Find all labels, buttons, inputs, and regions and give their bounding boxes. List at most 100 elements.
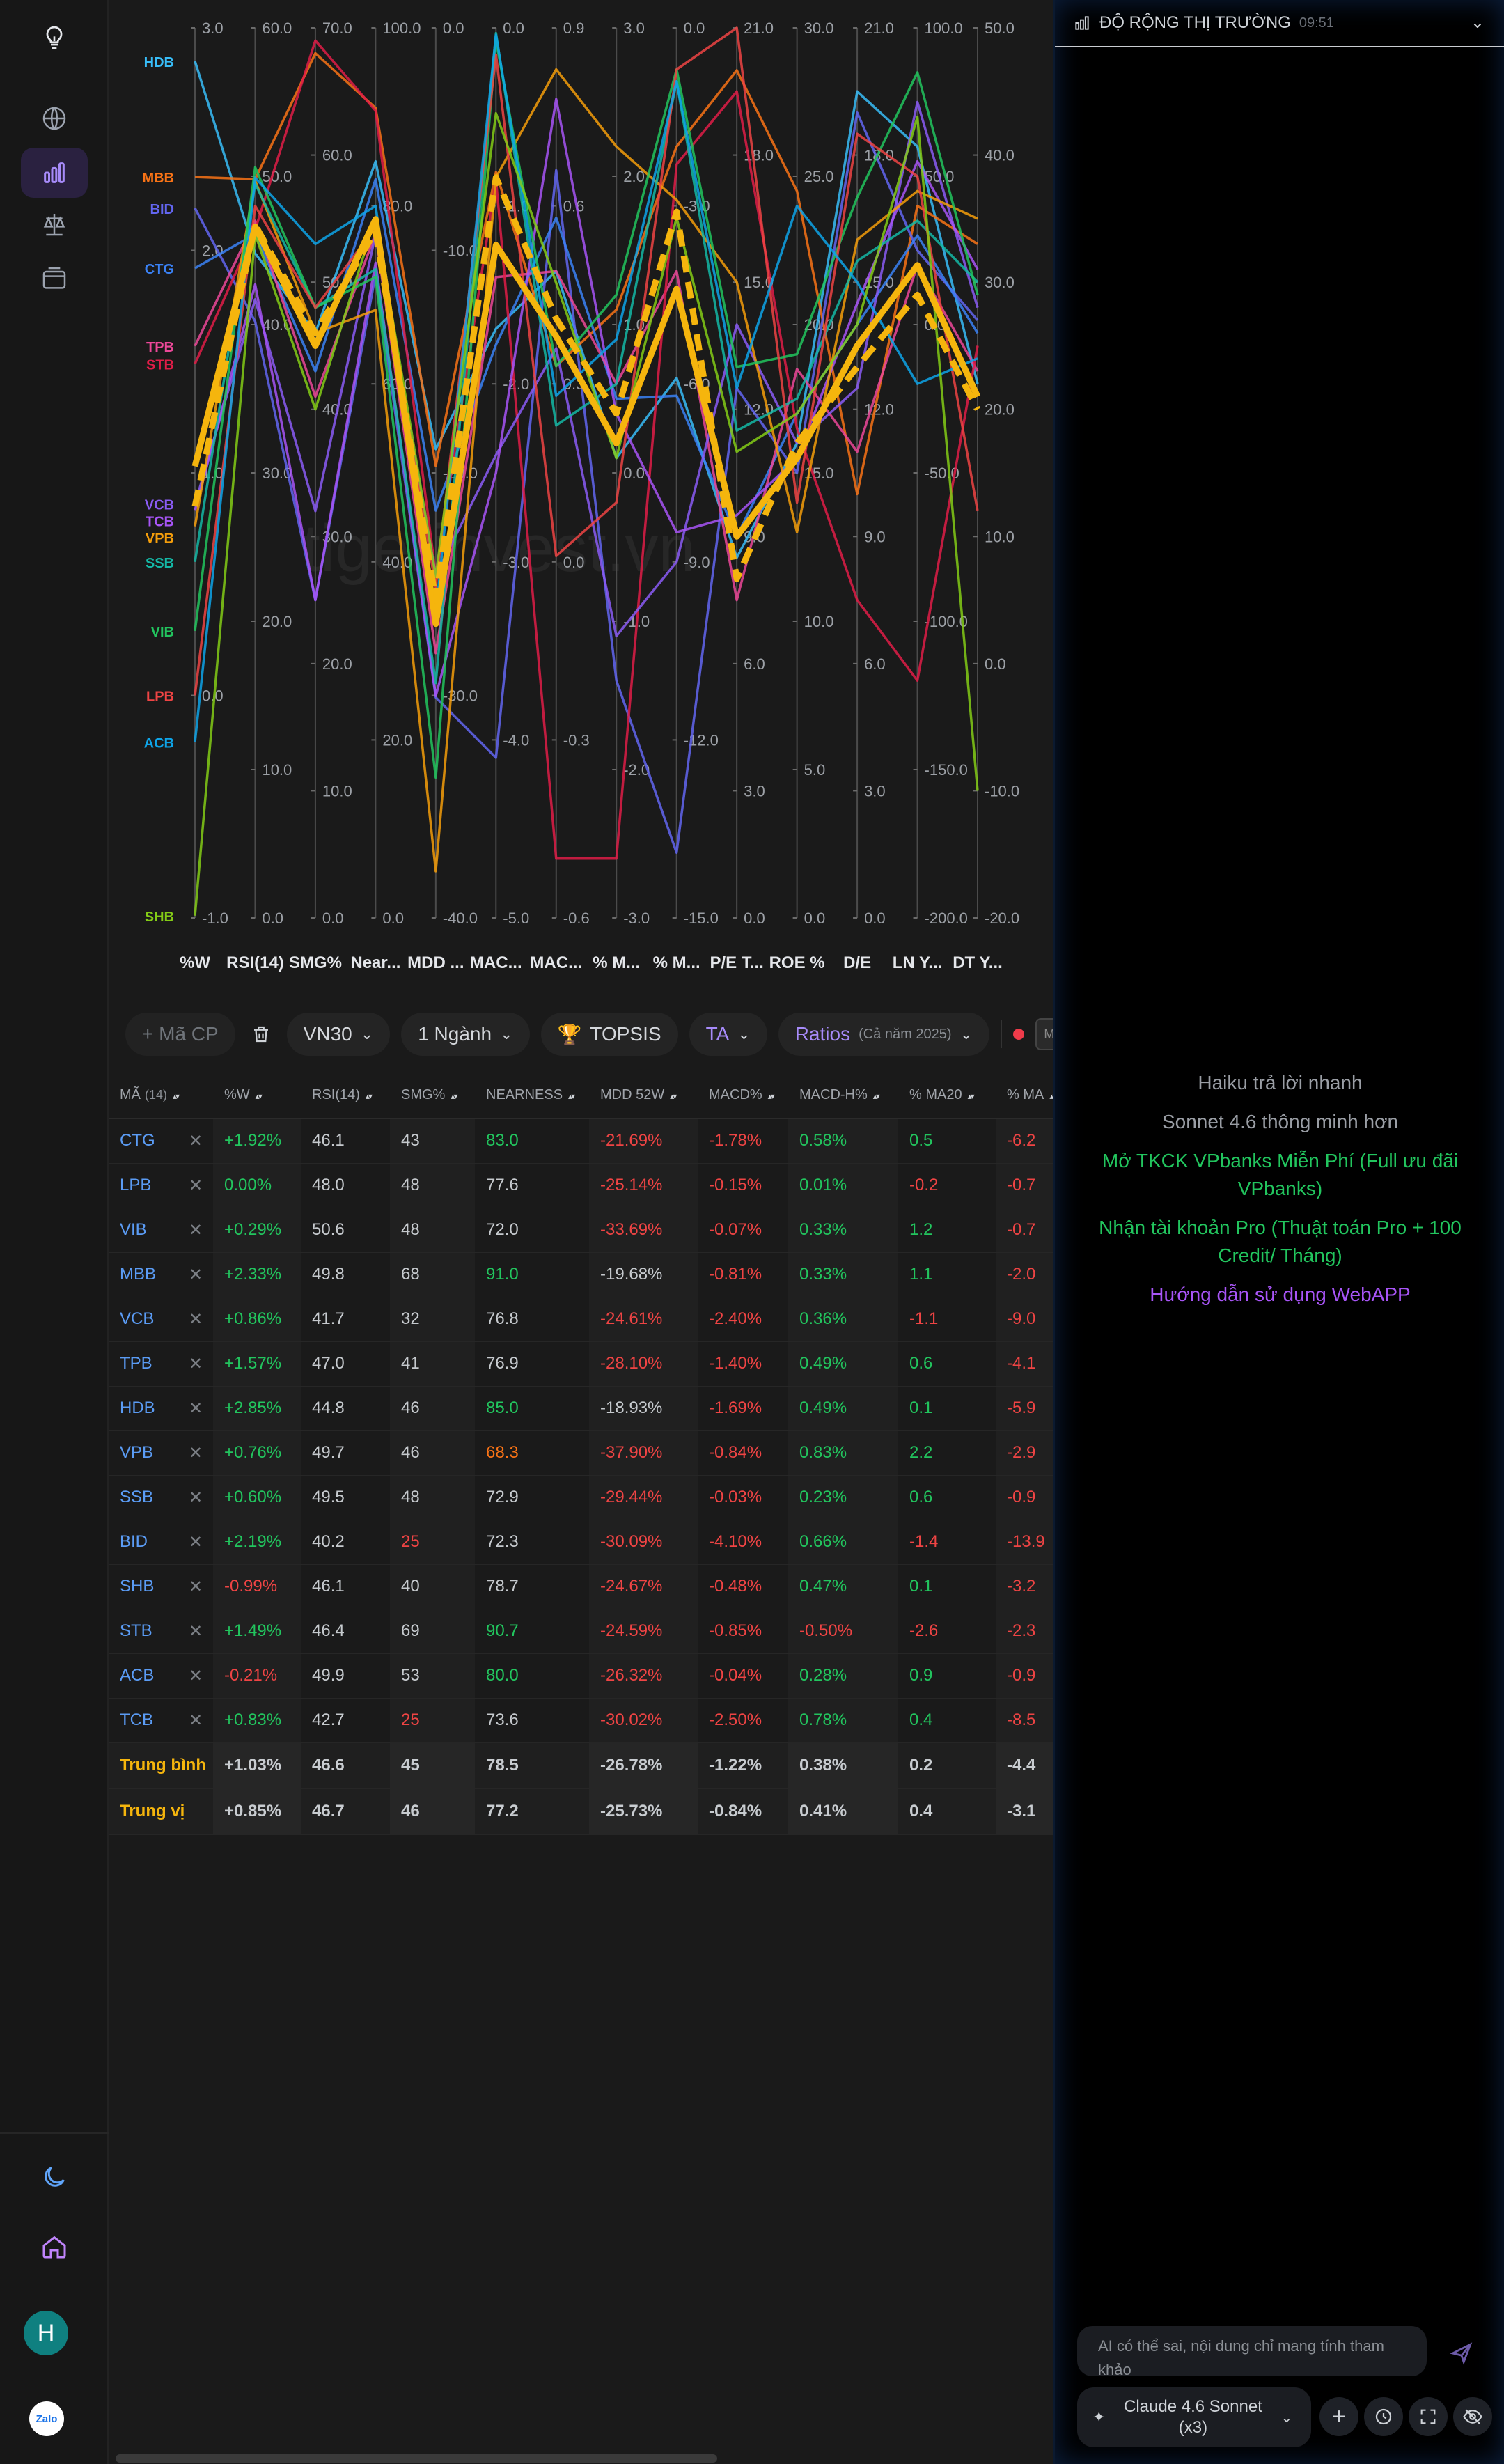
sort-icon[interactable]: ▴▾ xyxy=(1049,1091,1053,1101)
column-header[interactable]: MACD% ▴▾ xyxy=(698,1073,788,1119)
add-stock-input[interactable]: + Mã CP xyxy=(125,1013,235,1056)
stock-code[interactable]: TPB xyxy=(109,1341,178,1387)
remove-icon[interactable]: ✕ xyxy=(178,1653,213,1699)
stock-code[interactable]: VIB xyxy=(109,1208,178,1253)
remove-icon[interactable]: ✕ xyxy=(178,1698,213,1743)
sort-icon[interactable]: ▴▾ xyxy=(967,1091,975,1101)
send-icon[interactable] xyxy=(1445,2337,1478,2370)
index-select[interactable]: VN30 ⌄ xyxy=(286,1013,391,1056)
sort-icon[interactable]: ▴▾ xyxy=(568,1091,575,1101)
table-row[interactable]: ACB ✕ -0.21% 49.9 53 80.0 -26.32% -0.04% 0.28% 0.… xyxy=(109,1653,1053,1699)
table-row[interactable]: VPB ✕ +0.76% 49.7 46 68.3 -37.90% -0.84% 0.83% 2.… xyxy=(109,1430,1053,1476)
table-row[interactable]: LPB ✕ 0.00% 48.0 48 77.6 -25.14% -0.15% 0.01% -0.… xyxy=(109,1163,1053,1208)
table-row[interactable]: VCB ✕ +0.86% 41.7 32 76.8 -24.61% -2.40% 0.36% -1… xyxy=(109,1297,1053,1342)
stock-code[interactable]: HDB xyxy=(109,1386,178,1431)
stock-code[interactable]: TCB xyxy=(109,1698,178,1743)
wallet-icon[interactable] xyxy=(21,254,88,304)
column-header-label: MACD% xyxy=(709,1087,762,1102)
bar-chart-icon[interactable] xyxy=(21,148,88,198)
stock-code[interactable]: VCB xyxy=(109,1297,178,1342)
remove-icon[interactable]: ✕ xyxy=(178,1163,213,1208)
remove-icon[interactable]: ✕ xyxy=(178,1297,213,1342)
table-row[interactable]: CTG ✕ +1.92% 46.1 43 83.0 -21.69% -1.78% 0.58% 0.… xyxy=(109,1118,1053,1164)
sort-icon[interactable]: ▴▾ xyxy=(173,1091,180,1101)
stock-code[interactable]: VPB xyxy=(109,1430,178,1476)
stock-code[interactable]: ACB xyxy=(109,1653,178,1699)
column-header[interactable]: RSI(14) ▴▾ xyxy=(301,1073,390,1119)
table-row[interactable]: STB ✕ +1.49% 46.4 69 90.7 -24.59% -0.85% -0.50% -… xyxy=(109,1609,1053,1654)
ta-select[interactable]: TA ⌄ xyxy=(689,1013,767,1056)
stock-code[interactable]: STB xyxy=(109,1609,178,1654)
column-header[interactable]: % MA ▴▾ xyxy=(996,1073,1053,1119)
trash-icon[interactable] xyxy=(246,1020,276,1049)
column-header[interactable]: %W ▴▾ xyxy=(213,1073,301,1119)
table-row[interactable]: MBB ✕ +2.33% 49.8 68 91.0 -19.68% -0.81% 0.33% 1.… xyxy=(109,1252,1053,1297)
column-header[interactable]: % MA20 ▴▾ xyxy=(898,1073,996,1119)
column-header[interactable]: NEARNESS ▴▾ xyxy=(475,1073,589,1119)
table-row[interactable]: TPB ✕ +1.57% 47.0 41 76.9 -28.10% -1.40% 0.49% 0.… xyxy=(109,1341,1053,1387)
sort-icon[interactable]: ▴▾ xyxy=(451,1091,457,1101)
remove-icon[interactable]: ✕ xyxy=(178,1430,213,1476)
column-header[interactable]: MÃ (14) ▴▾ xyxy=(109,1073,180,1119)
plus-icon[interactable]: + xyxy=(1319,2397,1358,2436)
suggestion-item[interactable]: Hướng dẫn sử dụng WebAPP xyxy=(1150,1284,1411,1305)
lightbulb-icon[interactable] xyxy=(21,13,88,63)
expand-icon[interactable] xyxy=(1409,2397,1448,2436)
table-row[interactable]: HDB ✕ +2.85% 44.8 46 85.0 -18.93% -1.69% 0.49% 0.… xyxy=(109,1386,1053,1431)
chat-input[interactable]: AI có thể sai, nội dung chỉ mang tính th… xyxy=(1077,2326,1427,2376)
stock-code[interactable]: MBB xyxy=(109,1252,178,1297)
remove-icon[interactable]: ✕ xyxy=(178,1609,213,1654)
stock-code[interactable]: LPB xyxy=(109,1163,178,1208)
stock-code[interactable]: BID xyxy=(109,1520,178,1565)
avatar[interactable]: H xyxy=(24,2311,68,2355)
sort-icon[interactable]: ▴▾ xyxy=(872,1091,880,1101)
more-button[interactable]: M xyxy=(1035,1018,1053,1050)
sort-icon[interactable]: ▴▾ xyxy=(255,1091,263,1101)
table-row[interactable]: SSB ✕ +0.60% 49.5 48 72.9 -29.44% -0.03% 0.23% 0.… xyxy=(109,1475,1053,1520)
scrollbar-thumb[interactable] xyxy=(116,2454,717,2463)
zalo-icon[interactable]: Zalo xyxy=(29,2401,64,2436)
moon-icon[interactable] xyxy=(21,2152,88,2202)
suggestion-item[interactable]: Sonnet 4.6 thông minh hơn xyxy=(1161,1111,1399,1132)
table-row[interactable]: TCB ✕ +0.83% 42.7 25 73.6 -30.02% -2.50% 0.78% 0.… xyxy=(109,1698,1053,1743)
suggestion-item[interactable]: Mở TKCK VPbanks Miễn Phí (Full ưu đãi VP… xyxy=(1102,1150,1459,1199)
model-select[interactable]: ✦ Claude 4.6 Sonnet (x3) ⌄ xyxy=(1077,2387,1311,2447)
suggestion-item[interactable]: Haiku trả lời nhanh xyxy=(1198,1072,1363,1093)
globe-icon[interactable] xyxy=(21,93,88,143)
table-row[interactable]: BID ✕ +2.19% 40.2 25 72.3 -30.09% -4.10% 0.66% -1… xyxy=(109,1520,1053,1565)
topsis-button[interactable]: 🏆 TOPSIS xyxy=(540,1013,678,1056)
tick-label: 0.0 xyxy=(744,910,765,927)
horizontal-scrollbar[interactable] xyxy=(109,2451,1053,2464)
scale-icon[interactable] xyxy=(21,199,88,249)
home-icon[interactable] xyxy=(21,2222,88,2272)
remove-icon[interactable]: ✕ xyxy=(178,1118,213,1164)
hide-icon[interactable] xyxy=(1453,2397,1492,2436)
remove-icon[interactable]: ✕ xyxy=(178,1564,213,1609)
history-icon[interactable] xyxy=(1364,2397,1403,2436)
table-row[interactable]: SHB ✕ -0.99% 46.1 40 78.7 -24.67% -0.48% 0.47% 0.… xyxy=(109,1564,1053,1609)
remove-icon[interactable]: ✕ xyxy=(178,1208,213,1253)
column-header[interactable]: SMG% ▴▾ xyxy=(390,1073,475,1119)
series-label: HDB xyxy=(144,55,174,70)
table-row[interactable]: VIB ✕ +0.29% 50.6 48 72.0 -33.69% -0.07% 0.33% 1.… xyxy=(109,1208,1053,1253)
stock-code[interactable]: SSB xyxy=(109,1475,178,1520)
sector-select[interactable]: 1 Ngành ⌄ xyxy=(401,1013,530,1056)
sort-icon[interactable]: ▴▾ xyxy=(365,1091,373,1101)
chevron-down-icon[interactable]: ⌄ xyxy=(1470,13,1485,32)
stock-code[interactable]: CTG xyxy=(109,1118,178,1164)
sort-icon[interactable]: ▴▾ xyxy=(670,1091,677,1101)
remove-icon[interactable]: ✕ xyxy=(178,1341,213,1387)
remove-icon[interactable]: ✕ xyxy=(178,1386,213,1431)
remove-icon[interactable]: ✕ xyxy=(178,1252,213,1297)
ratios-select[interactable]: Ratios (Cả năm 2025) ⌄ xyxy=(778,1013,989,1056)
column-header[interactable]: MACD-H% ▴▾ xyxy=(788,1073,898,1119)
suggestion-item[interactable]: Nhận tài khoản Pro (Thuật toán Pro + 100… xyxy=(1099,1217,1462,1266)
column-header[interactable]: MDD 52W ▴▾ xyxy=(589,1073,698,1119)
record-icon[interactable] xyxy=(1012,1029,1024,1040)
remove-icon[interactable]: ✕ xyxy=(178,1475,213,1520)
remove-icon[interactable]: ✕ xyxy=(178,1520,213,1565)
sort-icon[interactable]: ▴▾ xyxy=(767,1091,775,1101)
stock-code[interactable]: SHB xyxy=(109,1564,178,1609)
panel-header[interactable]: ĐỘ RỘNG THỊ TRƯỜNG 09:51 ⌄ xyxy=(1055,0,1504,47)
column-header[interactable] xyxy=(178,1073,213,1119)
